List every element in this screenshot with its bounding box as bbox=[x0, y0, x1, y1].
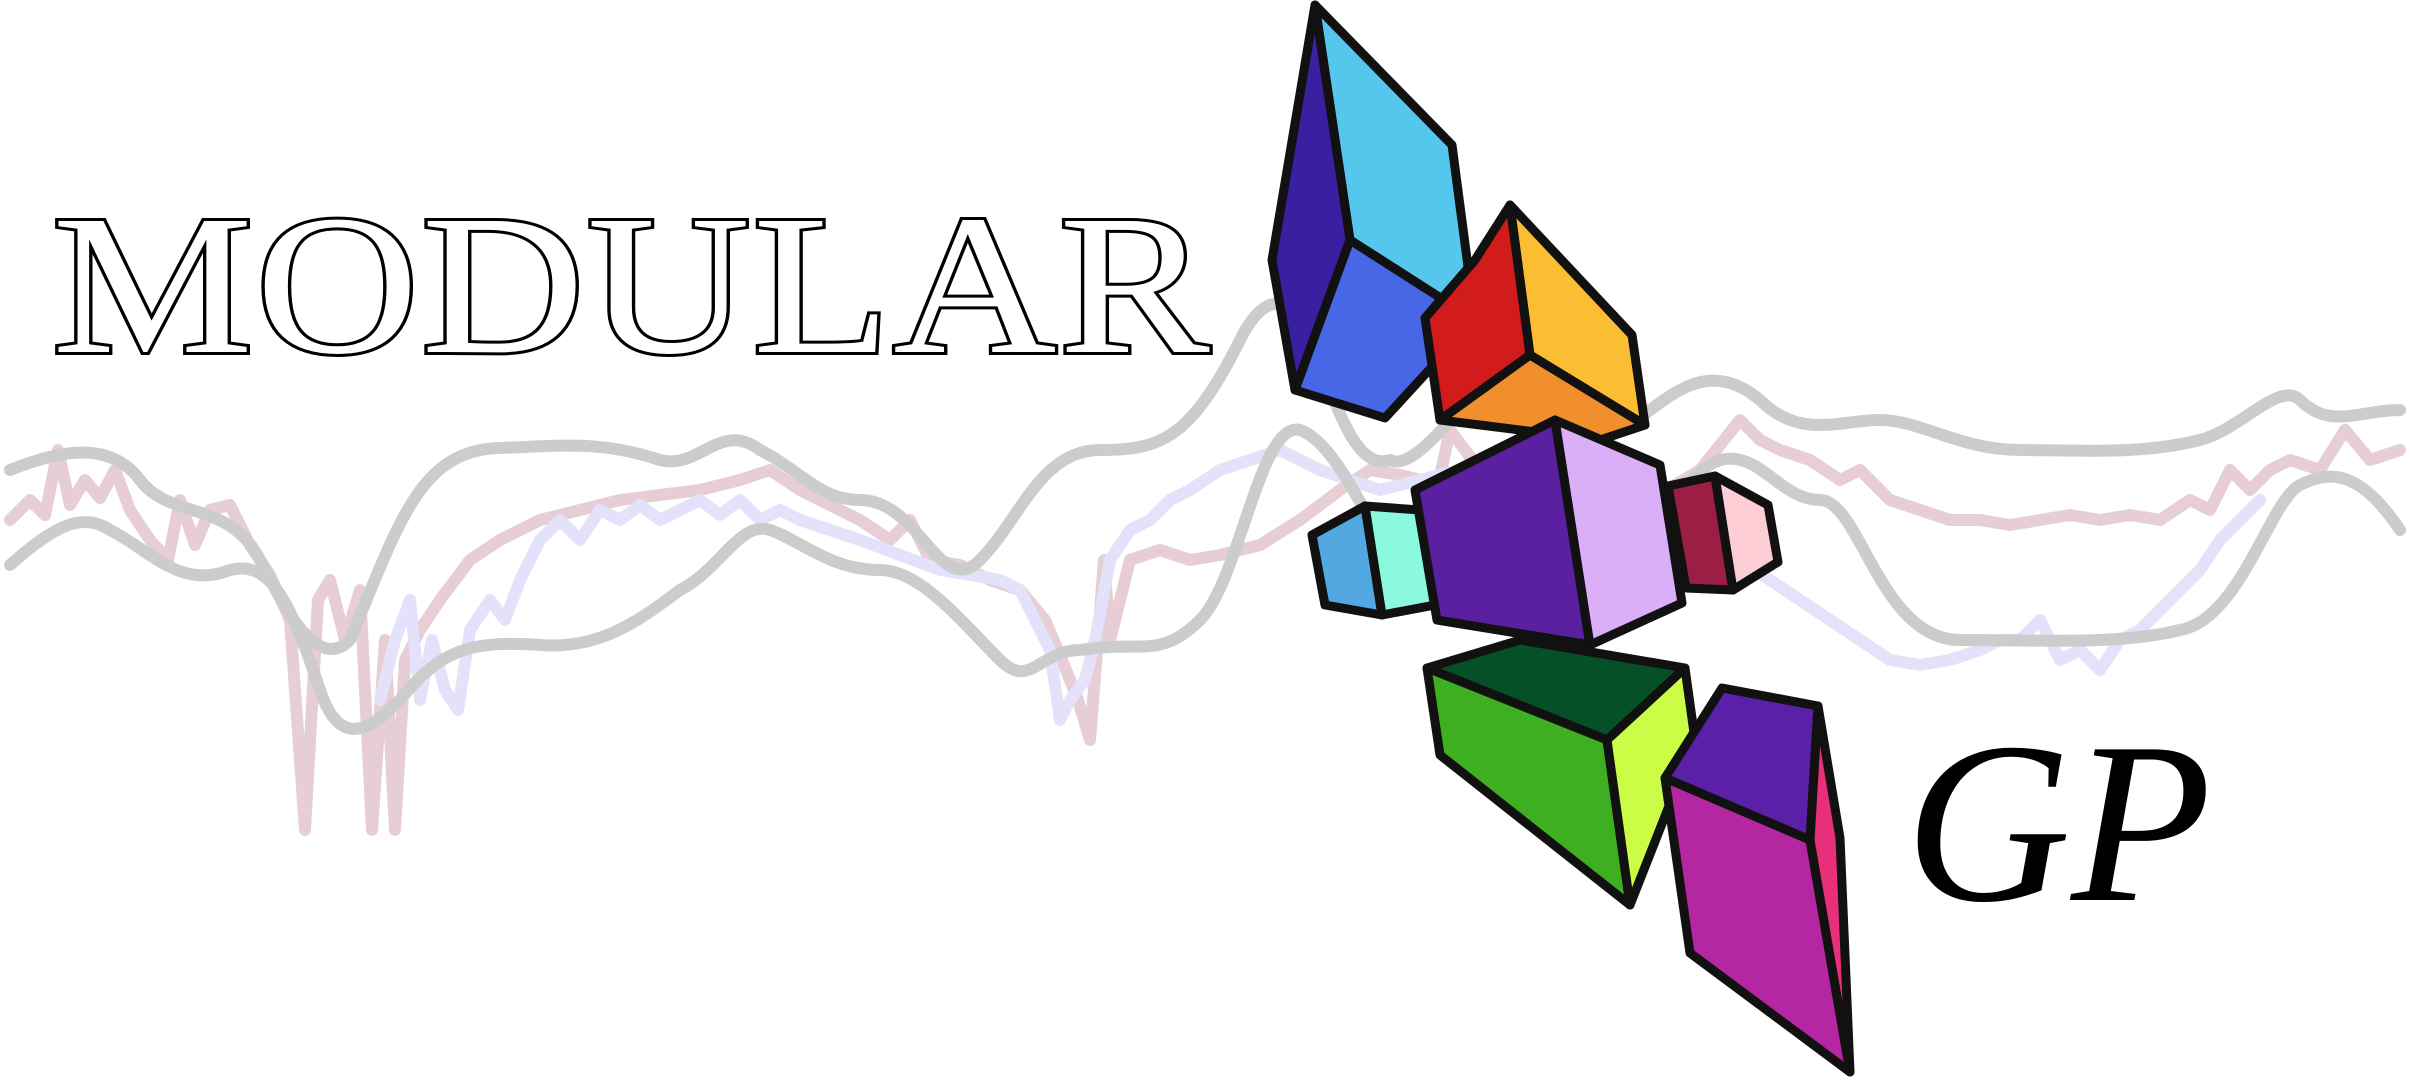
mean-wave-lower bbox=[4, 423, 2406, 735]
mean-wave-upper bbox=[4, 297, 2406, 655]
blue-block bbox=[1267, 0, 1480, 423]
noisy-wave-lavender bbox=[374, 444, 2266, 726]
magenta-block-face-side bbox=[1805, 701, 1855, 1077]
blue-block-face-mid bbox=[1290, 235, 1480, 423]
wordmark-gp: GP bbox=[1905, 695, 2212, 950]
pink-block-face-light bbox=[1710, 471, 1783, 595]
purple-block-face-light bbox=[1550, 415, 1687, 650]
wordmark-modular: MODULAR bbox=[52, 175, 1212, 396]
purple-block bbox=[1410, 415, 1687, 650]
orange-block bbox=[1420, 200, 1650, 445]
orange-block-face-dark bbox=[1420, 200, 1535, 425]
background-waves bbox=[4, 297, 2406, 836]
green-block bbox=[1422, 635, 1700, 910]
pink-block bbox=[1663, 471, 1783, 595]
blocks-group bbox=[1267, 0, 1855, 1077]
magenta-block bbox=[1660, 683, 1855, 1077]
